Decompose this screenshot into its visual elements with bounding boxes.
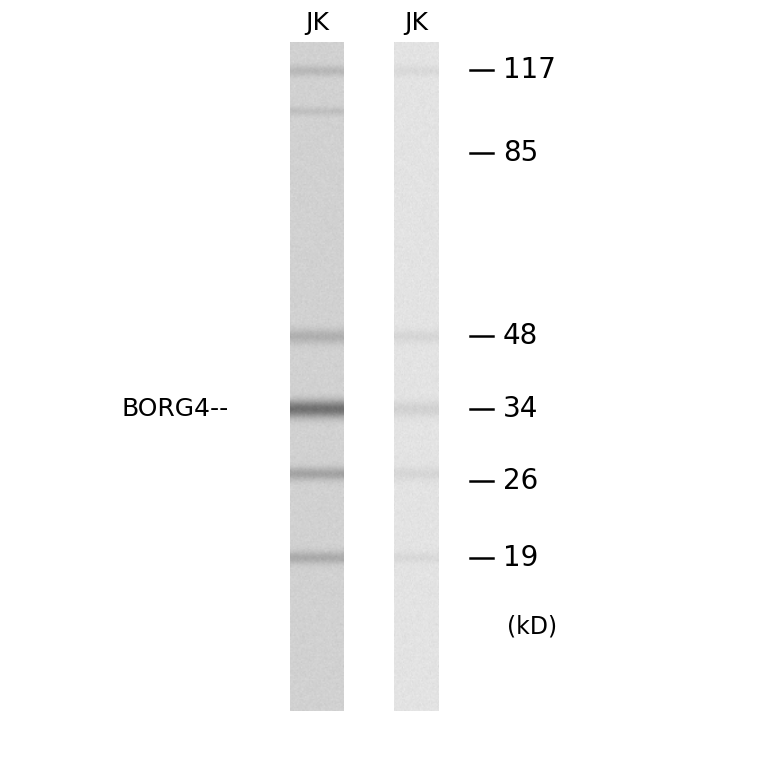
Text: BORG4--: BORG4--: [122, 397, 229, 421]
Text: 85: 85: [503, 139, 538, 167]
Text: JK: JK: [305, 11, 329, 35]
Text: JK: JK: [404, 11, 429, 35]
Text: 117: 117: [503, 57, 555, 84]
Text: 26: 26: [503, 468, 538, 495]
Text: (kD): (kD): [507, 614, 557, 639]
Text: 34: 34: [503, 395, 538, 422]
Text: 48: 48: [503, 322, 538, 350]
Text: 19: 19: [503, 544, 538, 571]
